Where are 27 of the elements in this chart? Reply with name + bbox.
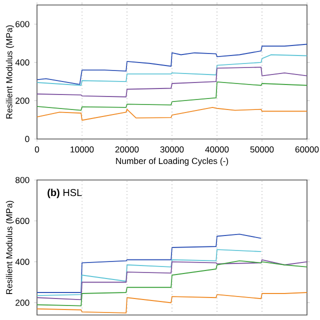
x-tick-label: 30000 bbox=[160, 146, 184, 153]
line-series bbox=[37, 249, 262, 296]
line-series bbox=[37, 106, 307, 121]
y-tick-label: 200 bbox=[16, 98, 30, 104]
line-series bbox=[37, 234, 262, 293]
line-series bbox=[37, 54, 307, 86]
x-tick-label: 10000 bbox=[70, 146, 94, 153]
x-tick-label: 20000 bbox=[115, 146, 139, 153]
line-series bbox=[37, 44, 307, 85]
y-axis-title: Resilient Modulus (MPa) bbox=[6, 25, 14, 118]
y-tick-label: 600 bbox=[16, 218, 30, 224]
x-tick-label: 0 bbox=[34, 146, 40, 153]
x-axis-title: Number of Loading Cycles (-) bbox=[116, 158, 228, 166]
y-tick-label: 400 bbox=[15, 59, 30, 66]
line-series bbox=[37, 81, 307, 111]
y-tick-label: 600 bbox=[16, 21, 30, 28]
x-tick-label: 50000 bbox=[250, 146, 274, 153]
y-tick-label: 800 bbox=[16, 176, 30, 184]
y-tick-label: 200 bbox=[16, 300, 30, 306]
y-tick-label: 0 bbox=[25, 136, 30, 142]
y-axis-title: Resilient Modulus (MPa) bbox=[6, 200, 14, 294]
x-tick-label: 40000 bbox=[205, 146, 229, 153]
y-tick-label: 400 bbox=[15, 258, 30, 265]
x-tick-label: 60000 bbox=[295, 146, 319, 153]
annotation: (b) HSL bbox=[48, 188, 82, 198]
line-series bbox=[37, 292, 307, 314]
line-series bbox=[37, 66, 307, 98]
